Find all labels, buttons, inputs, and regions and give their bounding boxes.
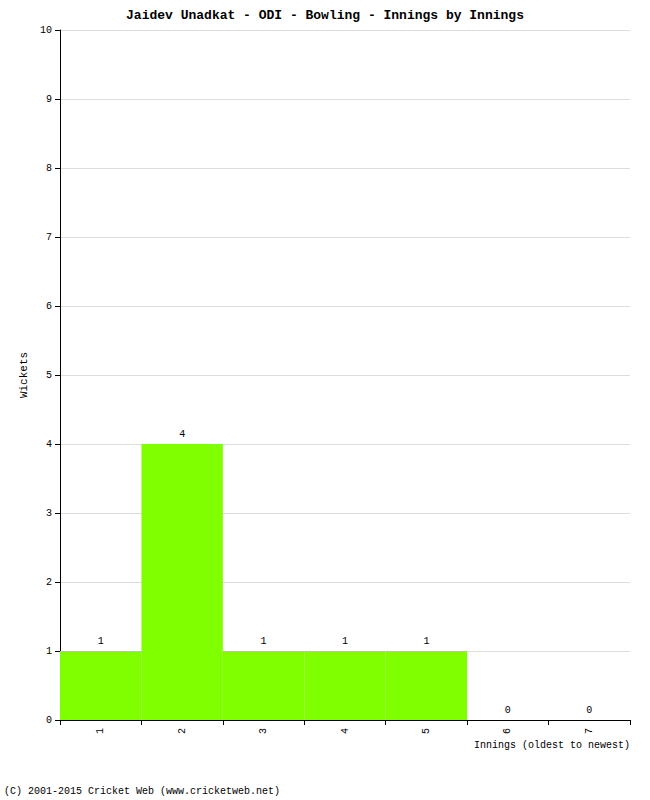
svg-text:1: 1: [98, 636, 104, 647]
svg-text:Wickets: Wickets: [18, 352, 30, 398]
svg-text:(C) 2001-2015 Cricket Web (www: (C) 2001-2015 Cricket Web (www.cricketwe…: [4, 786, 280, 797]
svg-text:1: 1: [95, 728, 106, 734]
svg-text:5: 5: [46, 370, 52, 381]
svg-text:0: 0: [586, 705, 592, 716]
svg-text:7: 7: [46, 232, 52, 243]
svg-text:10: 10: [40, 25, 52, 36]
svg-text:3: 3: [258, 728, 269, 734]
svg-text:4: 4: [340, 728, 351, 734]
svg-text:0: 0: [46, 715, 52, 726]
svg-text:6: 6: [46, 301, 52, 312]
svg-text:9: 9: [46, 94, 52, 105]
svg-text:Innings (oldest to newest): Innings (oldest to newest): [474, 740, 630, 751]
svg-text:0: 0: [505, 705, 511, 716]
svg-text:1: 1: [261, 636, 267, 647]
svg-text:1: 1: [342, 636, 348, 647]
svg-text:1: 1: [46, 646, 52, 657]
svg-text:1: 1: [423, 636, 429, 647]
svg-text:4: 4: [46, 439, 52, 450]
svg-text:Jaidev Unadkat - ODI - Bowling: Jaidev Unadkat - ODI - Bowling - Innings…: [126, 8, 524, 23]
svg-text:7: 7: [584, 728, 595, 734]
svg-text:2: 2: [177, 728, 188, 734]
svg-text:8: 8: [46, 163, 52, 174]
svg-text:6: 6: [502, 728, 513, 734]
svg-text:2: 2: [46, 577, 52, 588]
svg-text:3: 3: [46, 508, 52, 519]
svg-text:4: 4: [179, 429, 185, 440]
svg-text:5: 5: [421, 728, 432, 734]
